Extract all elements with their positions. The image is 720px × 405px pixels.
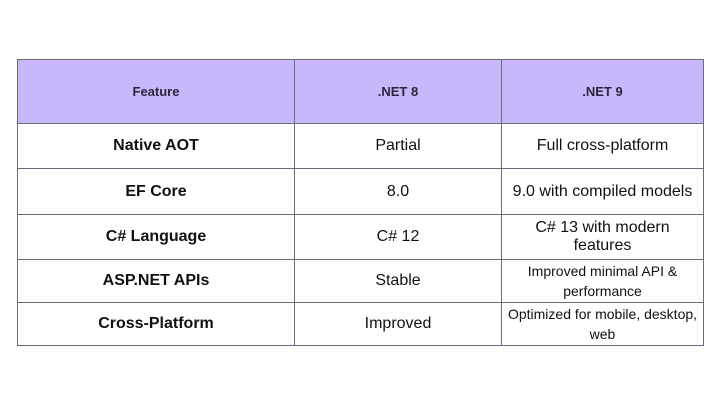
header-net8: .NET 8 [294,59,502,124]
feature-cell: ASP.NET APIs [17,259,295,303]
net8-cell: C# 12 [294,214,502,260]
table-row: ASP.NET APIs Stable Improved minimal API… [17,259,704,303]
net9-cell: Improved minimal API & performance [501,259,704,303]
header-row: Feature .NET 8 .NET 9 [17,59,704,124]
table-row: EF Core 8.0 9.0 with compiled models [17,168,704,215]
feature-cell: EF Core [17,168,295,215]
net8-cell: 8.0 [294,168,502,215]
header-feature: Feature [17,59,295,124]
net9-cell: Optimized for mobile, desktop, web [501,302,704,346]
net8-cell: Stable [294,259,502,303]
net9-cell: Full cross-platform [501,123,704,169]
net8-cell: Improved [294,302,502,346]
net8-cell: Partial [294,123,502,169]
net9-cell: C# 13 with modern features [501,214,704,260]
feature-cell: C# Language [17,214,295,260]
net9-cell: 9.0 with compiled models [501,168,704,215]
feature-cell: Native AOT [17,123,295,169]
header-net9: .NET 9 [501,59,704,124]
table-row: Native AOT Partial Full cross-platform [17,123,704,169]
comparison-table: Feature .NET 8 .NET 9 Native AOT Partial… [17,59,704,346]
feature-cell: Cross-Platform [17,302,295,346]
table-row: C# Language C# 12 C# 13 with modern feat… [17,214,704,260]
table-row: Cross-Platform Improved Optimized for mo… [17,302,704,346]
